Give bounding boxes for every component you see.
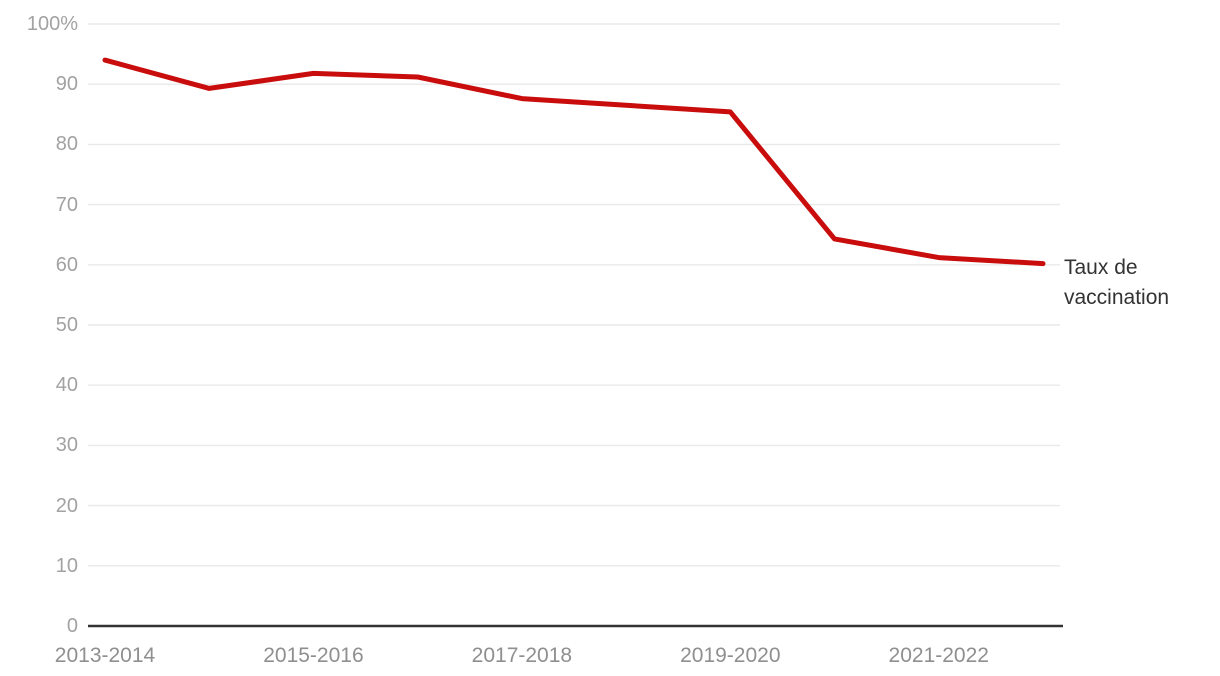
x-tick-label-2013-2014: 2013-2014	[54, 644, 156, 667]
data-line-taux-de-vaccination	[102, 57, 1046, 267]
y-tick-label-30: 30	[55, 434, 78, 457]
y-tick-label-80: 80	[55, 133, 78, 156]
x-tick-label-2019-2020: 2019-2020	[680, 644, 781, 667]
y-tick-label-70: 70	[55, 193, 78, 216]
y-tick-label-50: 50	[55, 314, 78, 336]
x-tick-label-2021-2022: 2021-2022	[888, 644, 989, 667]
y-tick-label-20: 20	[55, 494, 78, 517]
x-tick-label-2015-2016: 2015-2016	[263, 644, 364, 667]
y-tick-label-90: 90	[55, 73, 78, 96]
y-tick-label-10: 10	[55, 554, 78, 577]
x-tick-label-2017-2018: 2017-2018	[471, 644, 573, 667]
y-tick-label-40: 40	[55, 374, 78, 397]
y-tick-label-0: 0	[66, 615, 78, 637]
y-tick-label-100: 100%	[26, 13, 78, 35]
series-label: Taux de vaccination	[1064, 256, 1170, 309]
y-tick-label-60: 60	[55, 253, 78, 276]
